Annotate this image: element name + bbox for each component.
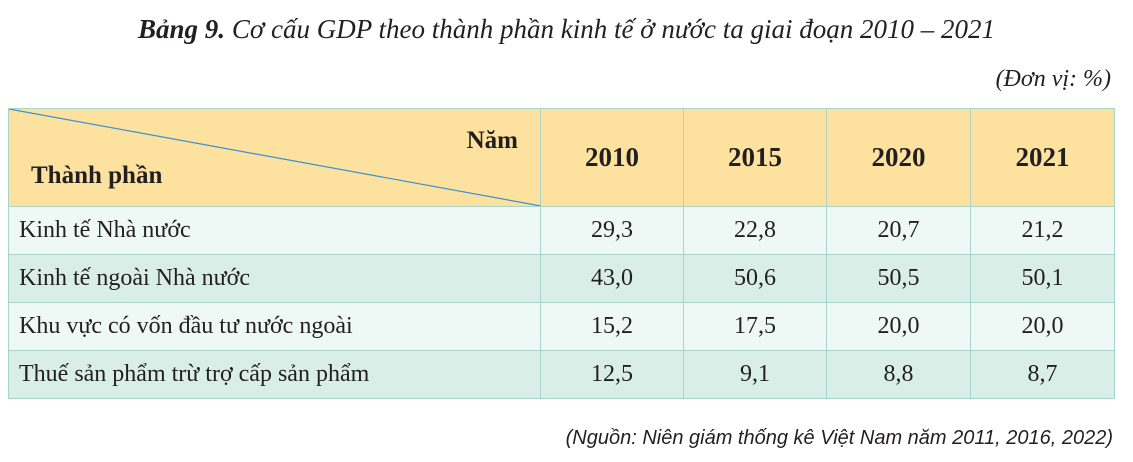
unit-note: (Đơn vị: %) <box>995 66 1111 92</box>
cell-value: 9,1 <box>683 350 827 399</box>
cell-value: 50,6 <box>683 254 827 303</box>
row-label: Kinh tế ngoài Nhà nước <box>8 254 541 303</box>
source-note: (Nguồn: Niên giám thống kê Việt Nam năm … <box>565 427 1113 449</box>
cell-value: 20,0 <box>970 302 1115 351</box>
table-title: Bảng 9. Cơ cấu GDP theo thành phần kinh … <box>0 14 1133 45</box>
table-body: Kinh tế Nhà nước 29,3 22,8 20,7 21,2 Kinh tế … <box>8 206 1115 399</box>
header-row: Năm Thành phần 2010 2015 2020 2021 <box>8 108 1115 207</box>
column-header: 2021 <box>970 108 1115 207</box>
cell-value: 20,0 <box>826 302 971 351</box>
column-header: 2015 <box>683 108 827 207</box>
row-label: Kinh tế Nhà nước <box>8 206 541 255</box>
cell-value: 17,5 <box>683 302 827 351</box>
diagonal <box>9 109 541 206</box>
title-text: Cơ cấu GDP theo thành phần kinh tế ở nướ… <box>231 14 995 44</box>
table-row: Thuế sản phẩm trừ trợ cấp sản phẩm 12,5 9,… <box>8 350 1115 399</box>
column-header: 2010 <box>540 108 684 207</box>
cell-value: 20,7 <box>826 206 971 255</box>
cell-value: 8,7 <box>970 350 1115 399</box>
corner-top: Năm <box>466 127 518 154</box>
corner-bottom: Thành phần <box>31 162 163 189</box>
cell-value: 50,5 <box>826 254 971 303</box>
table-row: Kinh tế Nhà nước 29,3 22,8 20,7 21,2 <box>8 206 1115 255</box>
table-row: Khu vực có vốn đầu tư nước ngoài 15,2 17,5… <box>8 302 1115 351</box>
cell-value: 15,2 <box>540 302 684 351</box>
data-table: Năm Thành phần 2010 2015 2020 2021 Kinh … <box>8 108 1115 399</box>
row-label: Khu vực có vốn đầu tư nước ngoài <box>8 302 541 351</box>
cell-value: 21,2 <box>970 206 1115 255</box>
cell-value: 29,3 <box>540 206 684 255</box>
cell-value: 12,5 <box>540 350 684 399</box>
table-label: Bảng 9. <box>138 14 226 44</box>
corner-cell: Năm Thành phần <box>8 108 541 207</box>
cell-value: 50,1 <box>970 254 1115 303</box>
row-label: Thuế sản phẩm trừ trợ cấp sản phẩm <box>8 350 541 399</box>
cell-value: 43,0 <box>540 254 684 303</box>
cell-value: 8,8 <box>826 350 971 399</box>
cell-value: 22,8 <box>683 206 827 255</box>
column-header: 2020 <box>826 108 971 207</box>
table-row: Kinh tế ngoài Nhà nước 43,0 50,6 50,5 50,1 <box>8 254 1115 303</box>
